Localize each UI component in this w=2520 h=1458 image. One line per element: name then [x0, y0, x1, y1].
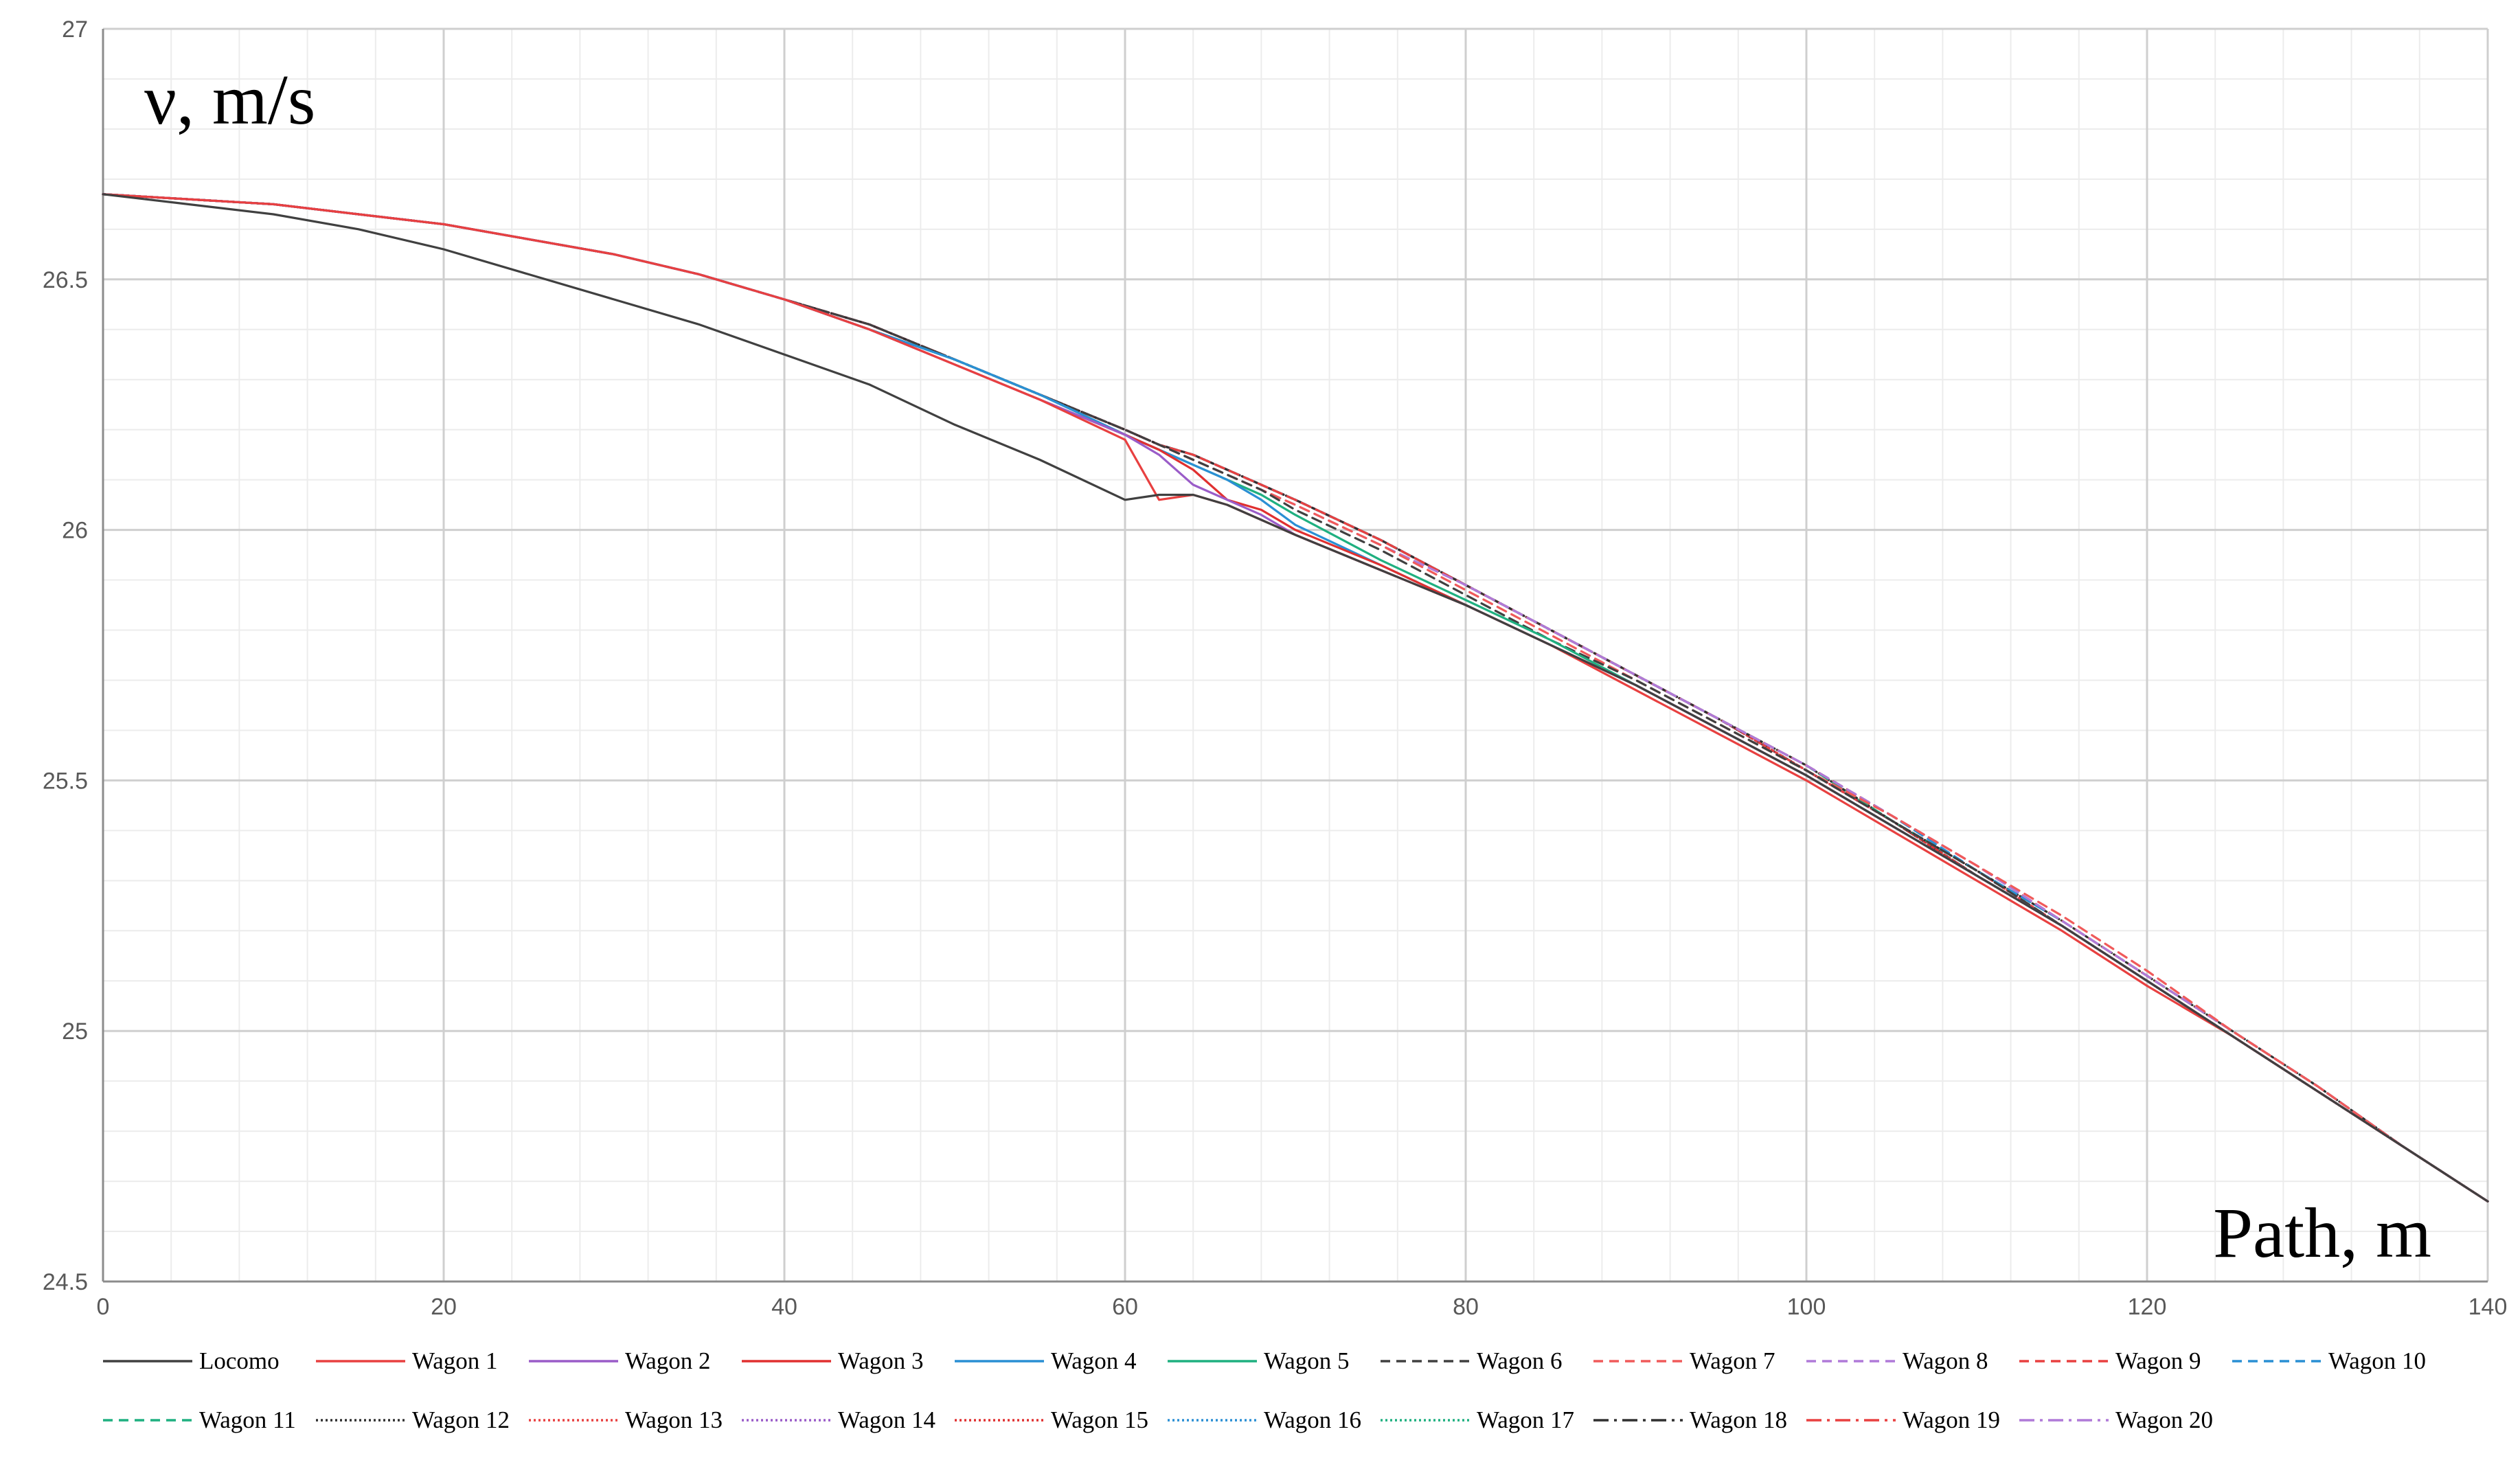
series-line-wagon-7: [102, 193, 2489, 1203]
legend-item: Wagon 8: [1806, 1347, 1988, 1374]
legend-label: Wagon 5: [1264, 1347, 1350, 1374]
y-tick-label: 26: [62, 518, 88, 544]
series-line-wagon-2: [102, 193, 2489, 1203]
series-line-wagon-15: [102, 193, 2489, 1203]
series-line-wagon-4: [102, 193, 2489, 1203]
series-line-wagon-11: [102, 193, 2489, 1203]
series-line-wagon-19: [102, 193, 2489, 1203]
legend-label: Wagon 15: [1051, 1406, 1148, 1433]
legend-label: Wagon 18: [1690, 1406, 1787, 1433]
series-line-locomo: [102, 193, 2489, 1203]
series-line-wagon-18: [102, 193, 2489, 1203]
series-line-wagon-13: [102, 193, 2489, 1203]
series-line-wagon-9: [102, 193, 2489, 1203]
y-tick-label: 26.5: [43, 267, 88, 293]
legend-label: Wagon 7: [1690, 1347, 1775, 1374]
legend-label: Wagon 20: [2115, 1406, 2213, 1433]
legend-item: Wagon 11: [103, 1406, 296, 1433]
axes: [102, 29, 2488, 1283]
y-tick-label: 27: [62, 16, 88, 43]
legend-item: Wagon 4: [955, 1347, 1137, 1374]
x-tick-label: 80: [1453, 1294, 1479, 1320]
legend-label: Wagon 1: [412, 1347, 498, 1374]
series-line-wagon-3: [102, 193, 2489, 1203]
legend-item: Wagon 3: [742, 1347, 924, 1374]
series-line-wagon-17: [102, 193, 2489, 1203]
legend-label: Wagon 11: [199, 1406, 296, 1433]
legend-item: Wagon 13: [529, 1406, 723, 1433]
x-tick-label: 20: [431, 1294, 457, 1320]
legend-item: Wagon 12: [316, 1406, 510, 1433]
legend-label: Wagon 2: [625, 1347, 711, 1374]
x-tick-label: 100: [1787, 1294, 1826, 1320]
legend-item: Wagon 6: [1381, 1347, 1563, 1374]
legend-item: Wagon 7: [1593, 1347, 1775, 1374]
legend-item: Wagon 19: [1806, 1406, 2000, 1433]
series-line-wagon-14: [102, 193, 2489, 1203]
x-axis-title: Path, m: [2213, 1194, 2431, 1273]
series-line-wagon-12: [102, 193, 2489, 1203]
minor-grid: [102, 28, 2488, 1282]
legend-label: Wagon 6: [1477, 1347, 1563, 1374]
x-tick-label: 40: [771, 1294, 797, 1320]
legend-item: Wagon 10: [2232, 1347, 2426, 1374]
series-layer: [102, 193, 2489, 1203]
series-line-wagon-6: [102, 193, 2489, 1203]
legend-label: Wagon 16: [1264, 1406, 1361, 1433]
legend-item: Wagon 14: [742, 1406, 935, 1433]
legend-label: Wagon 14: [838, 1406, 935, 1433]
legend: Locomo Wagon 1 Wagon 2 Wagon 3 Wagon 4 Wagon …: [103, 1347, 2426, 1433]
legend-item: Wagon 1: [316, 1347, 498, 1374]
legend-label: Wagon 12: [412, 1406, 510, 1433]
legend-label: Wagon 8: [1903, 1347, 1988, 1374]
legend-item: Wagon 15: [955, 1406, 1148, 1433]
legend-label: Locomo: [199, 1347, 280, 1374]
legend-item: Wagon 20: [2019, 1406, 2213, 1433]
x-tick-label: 60: [1112, 1294, 1138, 1320]
x-tick-label: 120: [2128, 1294, 2167, 1320]
legend-label: Wagon 9: [2115, 1347, 2201, 1374]
series-line-wagon-5: [102, 193, 2489, 1203]
series-line-wagon-10: [102, 193, 2489, 1203]
legend-label: Wagon 19: [1903, 1406, 2000, 1433]
legend-item: Wagon 9: [2019, 1347, 2201, 1374]
legend-item: Wagon 17: [1381, 1406, 1574, 1433]
major-grid: [102, 27, 2489, 1283]
y-tick-label: 25.5: [43, 768, 88, 794]
legend-item: Wagon 16: [1168, 1406, 1361, 1433]
legend-label: Wagon 10: [2328, 1347, 2426, 1374]
legend-label: Wagon 4: [1051, 1347, 1137, 1374]
legend-item: Wagon 5: [1168, 1347, 1350, 1374]
y-tick-label: 24.5: [43, 1269, 88, 1295]
legend-item: Wagon 18: [1593, 1406, 1787, 1433]
legend-label: Wagon 13: [625, 1406, 723, 1433]
series-line-wagon-20: [102, 193, 2489, 1203]
legend-label: Wagon 17: [1477, 1406, 1574, 1433]
series-line-wagon-1: [102, 193, 2489, 1203]
y-tick-label: 25: [62, 1018, 88, 1045]
series-line-wagon-8: [102, 193, 2489, 1203]
y-axis-title: ν, m/s: [144, 60, 315, 139]
tick-labels: 0 20 40 60 80 100 120 140 24.5 25 25.5 26 26.5 27: [43, 16, 2508, 1320]
legend-item: Wagon 2: [529, 1347, 711, 1374]
x-tick-label: 140: [2468, 1294, 2508, 1320]
legend-item: Locomo: [103, 1347, 280, 1374]
x-tick-label: 0: [97, 1294, 110, 1320]
legend-label: Wagon 3: [838, 1347, 924, 1374]
series-line-wagon-16: [102, 193, 2489, 1203]
